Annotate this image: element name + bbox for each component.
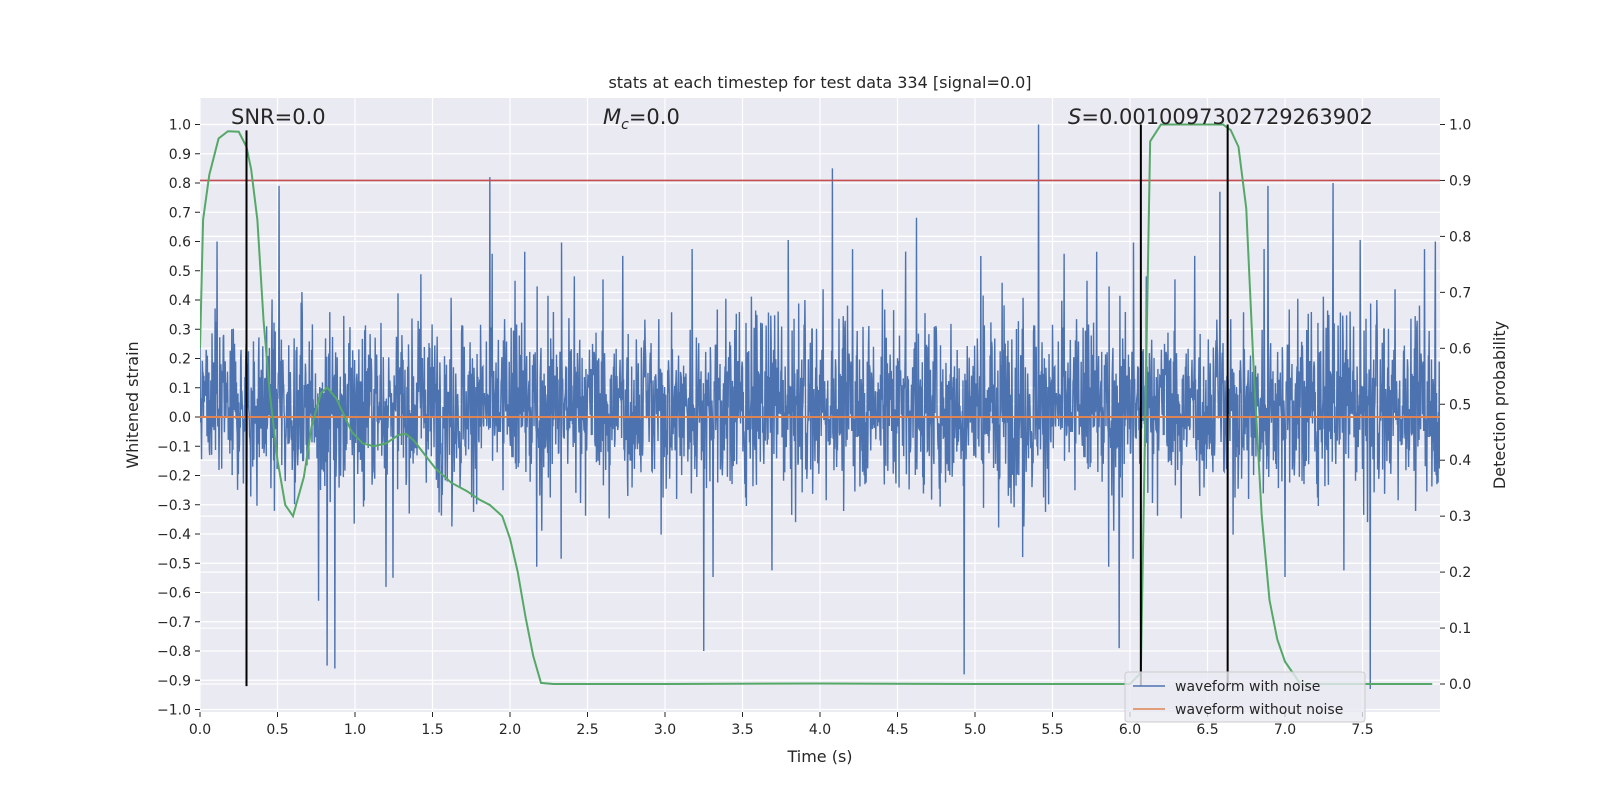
x-tick-label: 0.5 <box>266 722 288 738</box>
legend-label-waveform-without-noise: waveform without noise <box>1175 702 1343 718</box>
y2-tick-label: 0.2 <box>1449 565 1471 581</box>
axes-ticks: 0.0 0.5 1.0 1.5 2.0 2.5 3.0 3.5 4.0 4.5 5.0 5.5 6.0 6… <box>157 118 1471 739</box>
y-tick-label: 0.4 <box>169 293 191 309</box>
y-tick-label: 0.9 <box>169 147 191 163</box>
y-tick-label: 0.6 <box>169 235 191 251</box>
y2-tick-label: 0.1 <box>1449 621 1471 637</box>
x-tick-label: 1.0 <box>344 722 366 738</box>
plot-area <box>200 123 1440 690</box>
mc-symbol: M <box>603 105 621 129</box>
x-tick-label: 1.5 <box>421 722 443 738</box>
x-tick-label: 6.5 <box>1196 722 1218 738</box>
legend-box <box>1124 671 1366 723</box>
y2-tick-label: 0.5 <box>1449 397 1471 413</box>
y-tick-label: −0.5 <box>157 556 191 572</box>
y2-axis-label: Detection probability <box>1490 321 1509 489</box>
x-tick-label: 0.0 <box>189 722 211 738</box>
x-tick-label: 3.0 <box>654 722 676 738</box>
x-tick-label: 2.0 <box>499 722 521 738</box>
s-annotation: S=0.0010097302729263902 <box>1068 105 1373 129</box>
y-tick-label: 0.0 <box>169 410 191 426</box>
y-tick-label: −0.8 <box>157 644 191 660</box>
x-tick-label: 2.5 <box>576 722 598 738</box>
y2-tick-label: 0.0 <box>1449 677 1471 693</box>
legend: waveform with noise waveform without noi… <box>1124 671 1366 723</box>
s-symbol: S <box>1068 105 1081 129</box>
y-tick-label: 1.0 <box>169 118 191 134</box>
y-axis-label: Whitened strain <box>123 341 142 468</box>
y-tick-label: 0.8 <box>169 176 191 192</box>
y2-tick-label: 0.6 <box>1449 341 1471 357</box>
y2-tick-label: 0.3 <box>1449 509 1471 525</box>
y-tick-label: −0.2 <box>157 469 191 485</box>
chart-title: stats at each timestep for test data 334… <box>608 73 1031 92</box>
y-tick-label: −0.3 <box>157 498 191 514</box>
x-tick-label: 4.0 <box>809 722 831 738</box>
mc-subscript: c <box>621 117 629 133</box>
x-tick-label: 4.5 <box>886 722 908 738</box>
series-lines <box>200 123 1440 685</box>
x-tick-label: 7.5 <box>1351 722 1373 738</box>
legend-label-waveform-with-noise: waveform with noise <box>1175 679 1320 695</box>
y-tick-label: −0.6 <box>157 586 191 602</box>
x-tick-label: 5.0 <box>964 722 986 738</box>
y-tick-label: −0.4 <box>157 527 191 543</box>
y2-tick-label: 0.8 <box>1449 229 1471 245</box>
y-tick-label: 0.3 <box>169 322 191 338</box>
y-tick-label: −1.0 <box>157 703 191 719</box>
x-tick-label: 6.0 <box>1119 722 1141 738</box>
x-tick-label: 5.5 <box>1041 722 1063 738</box>
x-tick-label: 3.5 <box>731 722 753 738</box>
mc-value: =0.0 <box>629 105 680 129</box>
y-tick-label: 0.5 <box>169 264 191 280</box>
y2-tick-label: 1.0 <box>1449 118 1471 134</box>
x-axis-label: Time (s) <box>786 747 852 766</box>
y-tick-label: 0.1 <box>169 381 191 397</box>
s-value: =0.0010097302729263902 <box>1081 105 1373 129</box>
x-tick-label: 7.0 <box>1274 722 1296 738</box>
snr-annotation: SNR=0.0 <box>231 105 326 129</box>
y-tick-label: −0.1 <box>157 439 191 455</box>
y-tick-label: −0.9 <box>157 673 191 689</box>
y-tick-label: 0.7 <box>169 205 191 221</box>
vertical-markers <box>245 124 1229 687</box>
series-waveform-with-noise <box>200 124 1440 690</box>
detection-probability-line <box>200 123 1433 685</box>
y2-tick-label: 0.4 <box>1449 453 1471 469</box>
waveform-with-noise-line <box>200 124 1440 690</box>
y-tick-label: 0.2 <box>169 352 191 368</box>
y-tick-label: −0.7 <box>157 615 191 631</box>
y2-tick-label: 0.7 <box>1449 285 1471 301</box>
chirp-mass-annotation: Mc=0.0 <box>603 105 680 133</box>
y2-tick-label: 0.9 <box>1449 173 1471 189</box>
